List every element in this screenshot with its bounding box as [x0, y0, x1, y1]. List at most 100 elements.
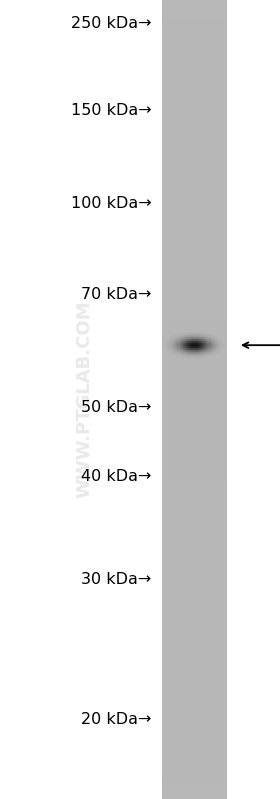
- Bar: [162, 471, 227, 473]
- Bar: [162, 555, 227, 557]
- Bar: [162, 368, 227, 369]
- Bar: [162, 377, 227, 380]
- Bar: [162, 257, 227, 260]
- Bar: [162, 280, 227, 282]
- Bar: [162, 52, 227, 54]
- Bar: [162, 495, 227, 497]
- Bar: [162, 48, 227, 50]
- Bar: [162, 172, 227, 174]
- Bar: [162, 36, 227, 38]
- Bar: [162, 662, 227, 663]
- Bar: [162, 601, 227, 603]
- Bar: [162, 148, 227, 150]
- Bar: [162, 507, 227, 510]
- Bar: [162, 74, 227, 76]
- Bar: [162, 128, 227, 129]
- Bar: [162, 285, 227, 288]
- Bar: [162, 190, 227, 192]
- Bar: [162, 561, 227, 563]
- Bar: [162, 14, 227, 16]
- Bar: [162, 639, 227, 641]
- Bar: [162, 208, 227, 209]
- Bar: [162, 132, 227, 133]
- Bar: [162, 735, 227, 737]
- Bar: [162, 647, 227, 649]
- Bar: [162, 265, 227, 268]
- Bar: [162, 78, 227, 80]
- Bar: [162, 390, 227, 392]
- Bar: [162, 212, 227, 214]
- Bar: [162, 356, 227, 358]
- Bar: [162, 459, 227, 461]
- Bar: [162, 290, 227, 292]
- Bar: [162, 34, 227, 36]
- Bar: [162, 209, 227, 212]
- Bar: [162, 651, 227, 653]
- Bar: [162, 793, 227, 795]
- Bar: [162, 435, 227, 438]
- Bar: [162, 439, 227, 441]
- Bar: [162, 320, 227, 322]
- Bar: [162, 497, 227, 499]
- Bar: [162, 419, 227, 422]
- Bar: [162, 791, 227, 793]
- Bar: [162, 771, 227, 773]
- Bar: [162, 166, 227, 168]
- Bar: [162, 523, 227, 526]
- Bar: [162, 32, 227, 34]
- Bar: [162, 718, 227, 719]
- Bar: [162, 679, 227, 681]
- Bar: [162, 233, 227, 236]
- Bar: [162, 431, 227, 433]
- Bar: [162, 164, 227, 166]
- Bar: [162, 751, 227, 753]
- Bar: [162, 633, 227, 635]
- Bar: [162, 457, 227, 459]
- Bar: [162, 547, 227, 550]
- Bar: [162, 188, 227, 190]
- Bar: [162, 622, 227, 623]
- Bar: [162, 691, 227, 693]
- Bar: [162, 449, 227, 451]
- Bar: [162, 414, 227, 415]
- Bar: [162, 417, 227, 419]
- Bar: [162, 380, 227, 382]
- Bar: [162, 66, 227, 68]
- Bar: [162, 483, 227, 485]
- Bar: [162, 282, 227, 284]
- Bar: [162, 687, 227, 689]
- Bar: [162, 284, 227, 285]
- Bar: [162, 249, 227, 252]
- Bar: [162, 216, 227, 217]
- Bar: [162, 763, 227, 765]
- Bar: [162, 72, 227, 74]
- Bar: [162, 609, 227, 611]
- Text: 30 kDa→: 30 kDa→: [81, 572, 151, 586]
- Bar: [162, 545, 227, 547]
- Bar: [162, 42, 227, 44]
- Bar: [162, 797, 227, 799]
- Bar: [162, 329, 227, 332]
- Bar: [162, 326, 227, 328]
- Bar: [162, 623, 227, 625]
- Bar: [162, 306, 227, 308]
- Bar: [162, 82, 227, 84]
- Bar: [162, 93, 227, 96]
- Bar: [162, 28, 227, 30]
- Bar: [162, 591, 227, 593]
- Bar: [162, 537, 227, 539]
- Bar: [162, 673, 227, 675]
- Bar: [162, 550, 227, 551]
- Bar: [162, 12, 227, 14]
- Bar: [162, 657, 227, 659]
- Bar: [162, 344, 227, 345]
- Bar: [162, 108, 227, 109]
- Bar: [162, 430, 227, 431]
- Bar: [162, 400, 227, 401]
- Bar: [162, 511, 227, 513]
- Bar: [162, 683, 227, 685]
- Bar: [162, 340, 227, 342]
- Bar: [162, 158, 227, 160]
- Bar: [162, 144, 227, 145]
- Bar: [162, 558, 227, 559]
